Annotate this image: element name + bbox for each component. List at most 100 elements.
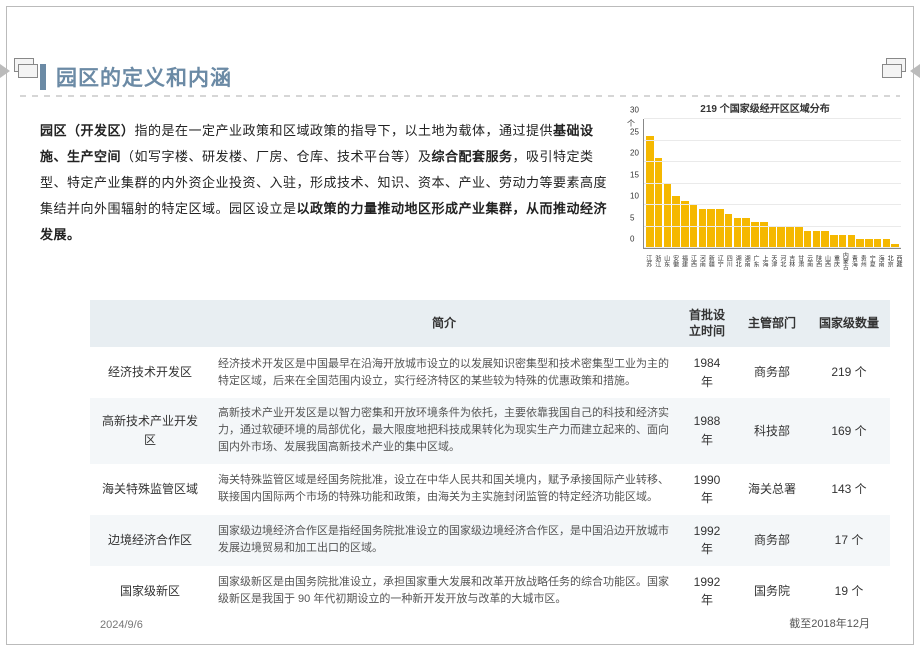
- chart-x-label: 天津: [768, 249, 776, 273]
- chart-x-labels: 江苏浙江山东安徽福建江西河南新疆辽宁四川湖北湖南广东上海天津河北吉林甘肃云南陕西…: [643, 249, 901, 273]
- chart-x-label: 上海: [759, 249, 767, 273]
- chart-bar: [699, 209, 707, 248]
- chart-bar: [725, 214, 733, 248]
- cell-year: 1988 年: [678, 398, 736, 463]
- table-row: 高新技术产业开发区高新技术产业开发区是以智力密集和开放环境条件为依托，主要依靠我…: [90, 398, 890, 463]
- title-underline: [20, 95, 900, 97]
- chart-bar: [646, 136, 654, 248]
- cell-year: 1984 年: [678, 347, 736, 398]
- chart-x-label: 山东: [661, 249, 669, 273]
- chart-bars: [646, 119, 899, 248]
- chart-x-label: 山西: [822, 249, 830, 273]
- footer-year-text: 2024/9/6: [100, 619, 143, 631]
- cell-count: 169 个: [808, 398, 890, 463]
- cell-name: 海关特殊监管区域: [90, 464, 210, 515]
- cell-dept: 商务部: [736, 515, 808, 566]
- chart-x-label: 湖北: [732, 249, 740, 273]
- chart-plot-area: 051015202530: [643, 119, 901, 249]
- chart-x-label: 浙江: [652, 249, 660, 273]
- chart-bar: [734, 218, 742, 248]
- th-year: 首批设立时间: [678, 300, 736, 347]
- chart-x-label: 福建: [679, 249, 687, 273]
- zone-type-table: 简介 首批设立时间 主管部门 国家级数量 经济技术开发区经济技术开发区是中国最早…: [90, 300, 890, 617]
- cell-count: 219 个: [808, 347, 890, 398]
- chart-title: 219 个国家级经开区区域分布: [625, 100, 905, 115]
- decor-bookmark-left: [0, 58, 36, 84]
- cell-year: 1992 年: [678, 515, 736, 566]
- cell-desc: 经济技术开发区是中国最早在沿海开放城市设立的以发展知识密集型和技术密集型工业为主…: [210, 347, 678, 398]
- chart-x-label: 江苏: [643, 249, 651, 273]
- th-dept: 主管部门: [736, 300, 808, 347]
- table-header-row: 简介 首批设立时间 主管部门 国家级数量: [90, 300, 890, 347]
- table-body: 经济技术开发区经济技术开发区是中国最早在沿海开放城市设立的以发展知识密集型和技术…: [90, 347, 890, 617]
- table-row: 经济技术开发区经济技术开发区是中国最早在沿海开放城市设立的以发展知识密集型和技术…: [90, 347, 890, 398]
- chart-bar: [681, 201, 689, 248]
- cell-desc: 海关特殊监管区域是经国务院批准，设立在中华人民共和国关境内，赋予承接国际产业转移…: [210, 464, 678, 515]
- chart-bar: [742, 218, 750, 248]
- th-desc: 简介: [210, 300, 678, 347]
- chart-x-label: 河南: [697, 249, 705, 273]
- chart-x-label: 贵州: [858, 249, 866, 273]
- chart-x-label: 西藏: [893, 249, 901, 273]
- chart-x-label: 吉林: [786, 249, 794, 273]
- cell-name: 经济技术开发区: [90, 347, 210, 398]
- chart-x-label: 湖南: [741, 249, 749, 273]
- footer-note: 截至2018年12月: [789, 615, 870, 631]
- cell-dept: 国务院: [736, 566, 808, 617]
- th-count: 国家级数量: [808, 300, 890, 347]
- chart-x-label: 安徽: [670, 249, 678, 273]
- footer-year: 2024/9/6: [100, 619, 143, 631]
- chart-bar: [655, 158, 663, 248]
- chart-bar: [821, 231, 829, 248]
- chart-x-label: 四川: [723, 249, 731, 273]
- cell-desc: 国家级新区是由国务院批准设立，承担国家重大发展和改革开放战略任务的综合功能区。国…: [210, 566, 678, 617]
- cell-count: 19 个: [808, 566, 890, 617]
- chart-bar: [716, 209, 724, 248]
- cell-year: 1992 年: [678, 566, 736, 617]
- cell-count: 17 个: [808, 515, 890, 566]
- table-row: 海关特殊监管区域海关特殊监管区域是经国务院批准，设立在中华人民共和国关境内，赋予…: [90, 464, 890, 515]
- chart-x-label: 内蒙古: [840, 249, 848, 273]
- page-title: 园区的定义和内涵: [56, 62, 232, 92]
- chart-x-label: 宁夏: [866, 249, 874, 273]
- chart-x-label: 新疆: [706, 249, 714, 273]
- chart-x-label: 陕西: [813, 249, 821, 273]
- chart-x-label: 广东: [750, 249, 758, 273]
- chart-bar: [769, 227, 777, 249]
- title-accent-bar: [40, 64, 46, 90]
- cell-count: 143 个: [808, 464, 890, 515]
- cell-dept: 科技部: [736, 398, 808, 463]
- table-row: 边境经济合作区国家级边境经济合作区是指经国务院批准设立的国家级边境经济合作区，是…: [90, 515, 890, 566]
- intro-paragraph: 园区（开发区）指的是在一定产业政策和区域政策的指导下，以土地为载体，通过提供基础…: [40, 118, 610, 248]
- cell-desc: 国家级边境经济合作区是指经国务院批准设立的国家级边境经济合作区，是中国沿边开放城…: [210, 515, 678, 566]
- chart-bar: [777, 227, 785, 249]
- chart-region-distribution: 219 个国家级经开区区域分布 个 051015202530 江苏浙江山东安徽福…: [625, 100, 905, 273]
- chart-bar: [664, 184, 672, 249]
- chart-bar: [690, 205, 698, 248]
- cell-name: 国家级新区: [90, 566, 210, 617]
- decor-bookmark-right: [884, 58, 920, 84]
- chart-x-label: 海南: [875, 249, 883, 273]
- chart-x-label: 河北: [777, 249, 785, 273]
- chart-x-label: 云南: [804, 249, 812, 273]
- chart-x-label: 北京: [884, 249, 892, 273]
- cell-year: 1990 年: [678, 464, 736, 515]
- chart-x-label: 辽宁: [715, 249, 723, 273]
- chart-bar: [813, 231, 821, 248]
- cell-name: 高新技术产业开发区: [90, 398, 210, 463]
- cell-desc: 高新技术产业开发区是以智力密集和开放环境条件为依托，主要依靠我国自己的科技和经济…: [210, 398, 678, 463]
- chart-x-label: 重庆: [831, 249, 839, 273]
- chart-x-label: 江西: [688, 249, 696, 273]
- chart-x-label: 甘肃: [795, 249, 803, 273]
- cell-dept: 海关总署: [736, 464, 808, 515]
- chart-x-label: 青海: [849, 249, 857, 273]
- chart-bar: [786, 227, 794, 249]
- cell-dept: 商务部: [736, 347, 808, 398]
- th-name: [90, 300, 210, 347]
- table-row: 国家级新区国家级新区是由国务院批准设立，承担国家重大发展和改革开放战略任务的综合…: [90, 566, 890, 617]
- chart-bar: [795, 227, 803, 249]
- cell-name: 边境经济合作区: [90, 515, 210, 566]
- chart-bar: [707, 209, 715, 248]
- page-title-section: 园区的定义和内涵: [40, 62, 232, 92]
- chart-bar: [804, 231, 812, 248]
